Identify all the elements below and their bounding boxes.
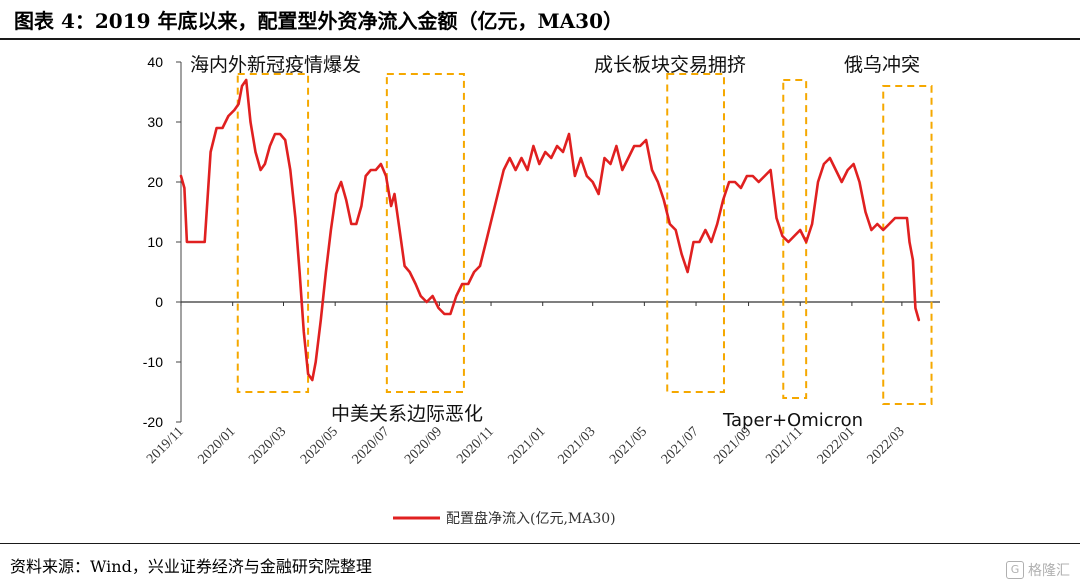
annotation-label: 俄乌冲突 xyxy=(844,54,920,76)
legend-label: 配置盘净流入(亿元,MA30) xyxy=(446,510,616,527)
annotation-label: 成长板块交易拥挤 xyxy=(594,54,746,76)
watermark-text: 格隆汇 xyxy=(1028,563,1070,579)
annotation-label: 中美关系边际恶化 xyxy=(331,403,483,425)
x-tick-label: 2021/01 xyxy=(505,424,548,467)
x-tick-label: 2022/03 xyxy=(865,424,908,467)
y-tick-label: -10 xyxy=(143,354,163,370)
x-tick-label: 2020/01 xyxy=(195,424,238,467)
page-title: 图表 4：2019 年底以来，配置型外资净流入金额（亿元，MA30） xyxy=(14,9,623,33)
y-tick-label: 20 xyxy=(147,174,163,190)
watermark-logo-icon: G xyxy=(1006,561,1024,579)
annotation-label-taper-omicron: Taper+Omicron xyxy=(722,410,863,431)
title-rule xyxy=(0,38,1080,40)
x-tick-label: 2020/11 xyxy=(454,424,497,467)
y-tick-label: 10 xyxy=(147,234,163,250)
highlight-box xyxy=(236,73,310,393)
highlight-box xyxy=(882,85,933,405)
x-tick-label: 2020/03 xyxy=(246,424,289,467)
annotation-label: 海内外新冠疫情爆发 xyxy=(190,54,361,76)
x-tick-label: 2019/11 xyxy=(144,424,187,467)
series-line-path xyxy=(179,78,921,382)
x-tick-label: 2020/07 xyxy=(350,424,393,467)
y-tick-label: 40 xyxy=(147,54,163,70)
x-tick-label: 2020/05 xyxy=(298,424,341,467)
highlight-boxes xyxy=(236,73,933,405)
x-tick-label: 2021/05 xyxy=(607,424,650,467)
y-tick-label: -20 xyxy=(143,414,163,430)
x-tick-label: 2021/07 xyxy=(659,424,702,467)
y-tick-label: 0 xyxy=(155,294,163,310)
series-line xyxy=(179,78,921,382)
highlight-box xyxy=(666,73,725,393)
x-tick-label: 2020/09 xyxy=(402,424,445,467)
watermark: G 格隆汇 xyxy=(1006,560,1070,580)
y-tick-label: 30 xyxy=(147,114,163,130)
source-note: 资料来源：Wind，兴业证券经济与金融研究院整理 xyxy=(10,557,372,576)
legend: 配置盘净流入(亿元,MA30) xyxy=(393,510,616,527)
highlight-box xyxy=(385,73,465,393)
footer-rule xyxy=(0,543,1080,544)
x-tick-label: 2021/03 xyxy=(555,424,598,467)
